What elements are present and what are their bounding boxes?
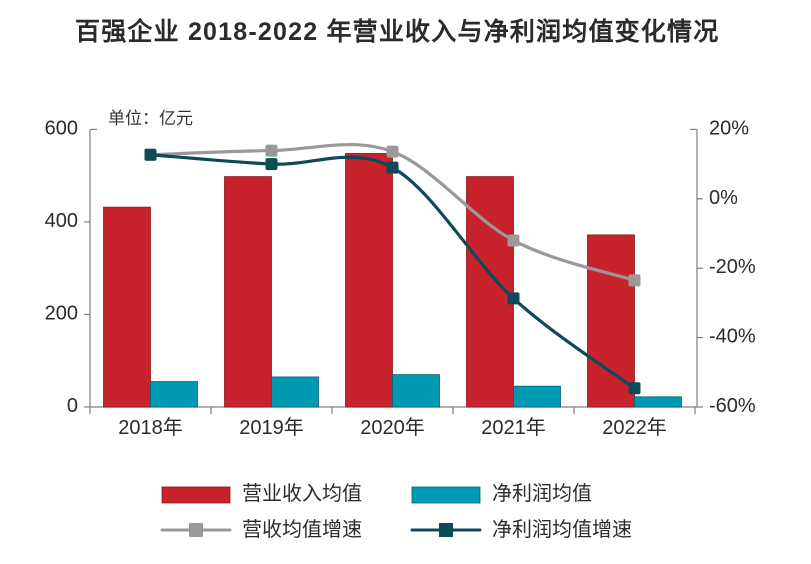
svg-text:2021年: 2021年 [481,416,546,439]
svg-text:600: 600 [45,117,78,139]
svg-text:-20%: -20% [709,256,756,278]
svg-text:0: 0 [67,395,78,417]
svg-text:净利润均值: 净利润均值 [492,482,592,505]
svg-text:400: 400 [45,210,78,232]
svg-text:-60%: -60% [709,395,756,417]
svg-text:200: 200 [45,302,78,324]
svg-text:0%: 0% [709,187,738,209]
svg-text:营业收入均值: 营业收入均值 [242,482,362,505]
svg-text:2018年: 2018年 [118,416,183,439]
svg-text:净利润均值增速: 净利润均值增速 [492,518,632,541]
svg-text:-40%: -40% [709,326,756,348]
svg-text:20%: 20% [709,117,749,139]
svg-text:营收均值增速: 营收均值增速 [242,518,362,541]
svg-text:2022年: 2022年 [602,416,667,439]
svg-text:2019年: 2019年 [239,416,304,439]
svg-text:2020年: 2020年 [360,416,425,439]
